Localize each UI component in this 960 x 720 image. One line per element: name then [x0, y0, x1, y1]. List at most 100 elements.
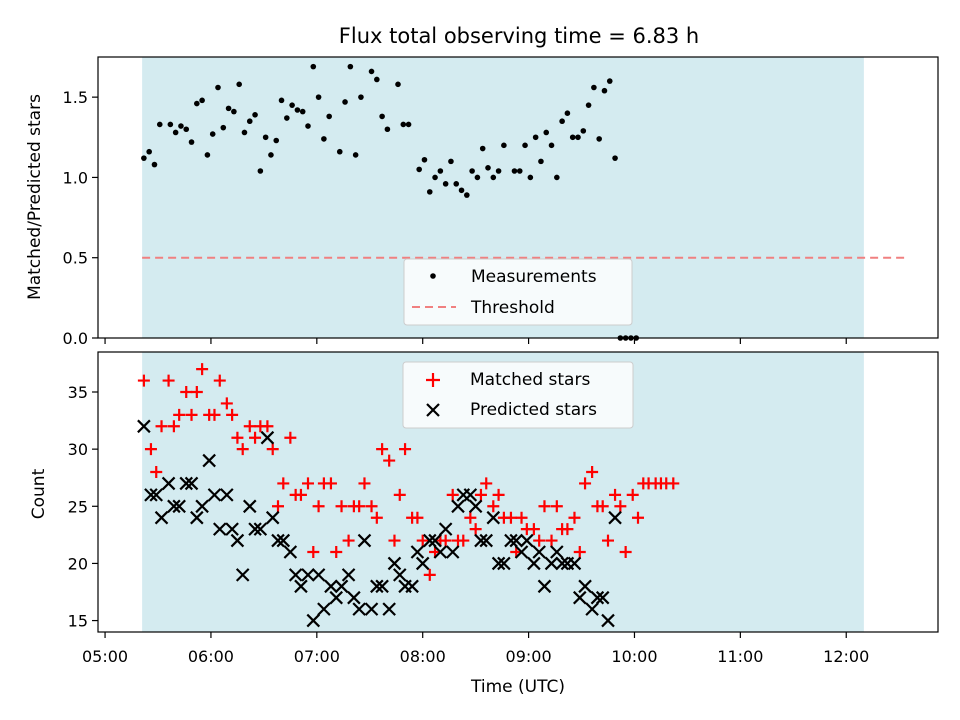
- predicted-star-point: [428, 533, 442, 548]
- predicted-star-point: [242, 499, 257, 514]
- predicted-star-point: [463, 488, 478, 502]
- predicted-star-point: [550, 545, 564, 559]
- predicted-star-point: [474, 533, 488, 548]
- predicted-star-point: [590, 590, 605, 605]
- measurement-point: [342, 99, 348, 105]
- predicted-star-point: [329, 590, 344, 605]
- measurement-point: [241, 129, 248, 136]
- measurement-point: [612, 155, 618, 161]
- measurement-point: [225, 105, 232, 112]
- matched-star-point: [342, 534, 355, 547]
- measurement-point: [474, 174, 481, 181]
- measurement-point: [580, 128, 587, 134]
- matched-star-point: [515, 511, 528, 524]
- matched-star-point: [469, 523, 482, 536]
- matched-star-point: [155, 420, 168, 433]
- top-y-tick-label: 0.5: [63, 249, 88, 268]
- matched-star-point: [190, 386, 203, 398]
- x-tick-label: 12:00: [823, 647, 869, 666]
- matched-star-point: [370, 511, 383, 524]
- measurement-point: [426, 189, 433, 195]
- matched-star-point: [632, 511, 644, 524]
- predicted-star-point: [172, 499, 186, 514]
- predicted-star-point: [149, 488, 164, 502]
- measurement-point: [384, 126, 391, 133]
- predicted-star-point: [154, 510, 169, 525]
- predicted-star-point: [585, 602, 599, 616]
- predicted-star-point: [276, 533, 291, 548]
- bottom-panel: 15 20 25 30 35 05:00 06:00 07:00 08:00 09:00 10:0…: [29, 351, 939, 697]
- measurement-point: [464, 192, 470, 198]
- measurement-point: [310, 63, 317, 70]
- top-panel: 0.0 0.5 1.0 1.5 Matched/Predicted stars Mea…: [25, 56, 939, 348]
- measurement-point: [347, 63, 354, 70]
- top-legend: Measurements Threshold: [403, 258, 633, 326]
- measurement-point: [299, 108, 306, 115]
- predicted-star-point: [578, 579, 592, 594]
- matched-star-point: [324, 477, 337, 490]
- x-tick-label: 07:00: [294, 647, 340, 666]
- measurement-point: [543, 129, 550, 136]
- measurement-point: [516, 168, 523, 174]
- measurement-point: [606, 78, 613, 84]
- top-y-tick-label: 0.0: [63, 329, 88, 348]
- top-y-tick-label: 1.0: [63, 168, 88, 187]
- measurement-point: [479, 145, 486, 152]
- measurement-point: [284, 115, 290, 121]
- predicted-star-point: [479, 533, 494, 548]
- measurement-point: [532, 134, 539, 141]
- predicted-star-point: [260, 430, 275, 445]
- matched-star-point: [545, 534, 558, 547]
- matched-star-point: [457, 534, 470, 547]
- predicted-star-point: [248, 522, 262, 536]
- matched-star-point: [538, 500, 551, 513]
- predicted-star-point: [486, 510, 501, 525]
- predicted-star-point: [235, 568, 250, 582]
- measurement-point: [596, 136, 602, 142]
- measurement-point: [448, 158, 454, 165]
- matched-star-point: [487, 500, 500, 513]
- measurement-point: [194, 100, 200, 107]
- legend-label-measurements: Measurements: [471, 267, 597, 287]
- bottom-y-ticks: 15 20 25 30 35: [68, 383, 98, 631]
- measurement-point: [358, 94, 364, 100]
- measurement-point: [379, 113, 385, 120]
- measurement-point: [236, 81, 242, 88]
- predicted-star-point: [137, 419, 151, 434]
- predicted-star-point: [190, 510, 204, 525]
- predicted-star-point: [608, 510, 622, 525]
- matched-star-point: [411, 511, 424, 524]
- predicted-star-point: [438, 522, 453, 536]
- measurement-point: [400, 121, 407, 128]
- matched-star-point: [226, 408, 239, 421]
- matched-star-point: [399, 443, 412, 456]
- measurement-point: [326, 113, 332, 120]
- matched-star-point: [568, 511, 581, 524]
- matched-star-point: [446, 488, 459, 501]
- predicted-star-point: [509, 533, 524, 548]
- predicted-star-point: [520, 533, 534, 548]
- legend-label-matched: Matched stars: [470, 370, 590, 390]
- measurement-point: [305, 123, 311, 129]
- matched-star-point: [416, 534, 429, 547]
- predicted-star-point: [514, 545, 529, 559]
- measurement-point: [585, 102, 592, 108]
- matched-star-point: [144, 443, 157, 456]
- predicted-star-point: [283, 545, 298, 559]
- predicted-star-point: [179, 476, 194, 491]
- matched-star-point: [185, 408, 198, 421]
- bottom-axes-frame: [97, 351, 939, 633]
- matched-star-point: [596, 500, 609, 513]
- predicted-star-point: [306, 613, 321, 628]
- measurement-point: [231, 108, 237, 115]
- measurement-point: [522, 142, 528, 149]
- predicted-star-point: [497, 556, 511, 571]
- predicted-star-point: [294, 579, 308, 594]
- x-axis-label: Time (UTC): [470, 677, 565, 697]
- predicted-star-point: [468, 499, 483, 514]
- x-tick-label: 08:00: [400, 647, 446, 666]
- bottom-legend: Matched stars Predicted stars: [402, 361, 634, 429]
- legend-marker-matched: [426, 373, 440, 387]
- measurement-point: [437, 168, 444, 174]
